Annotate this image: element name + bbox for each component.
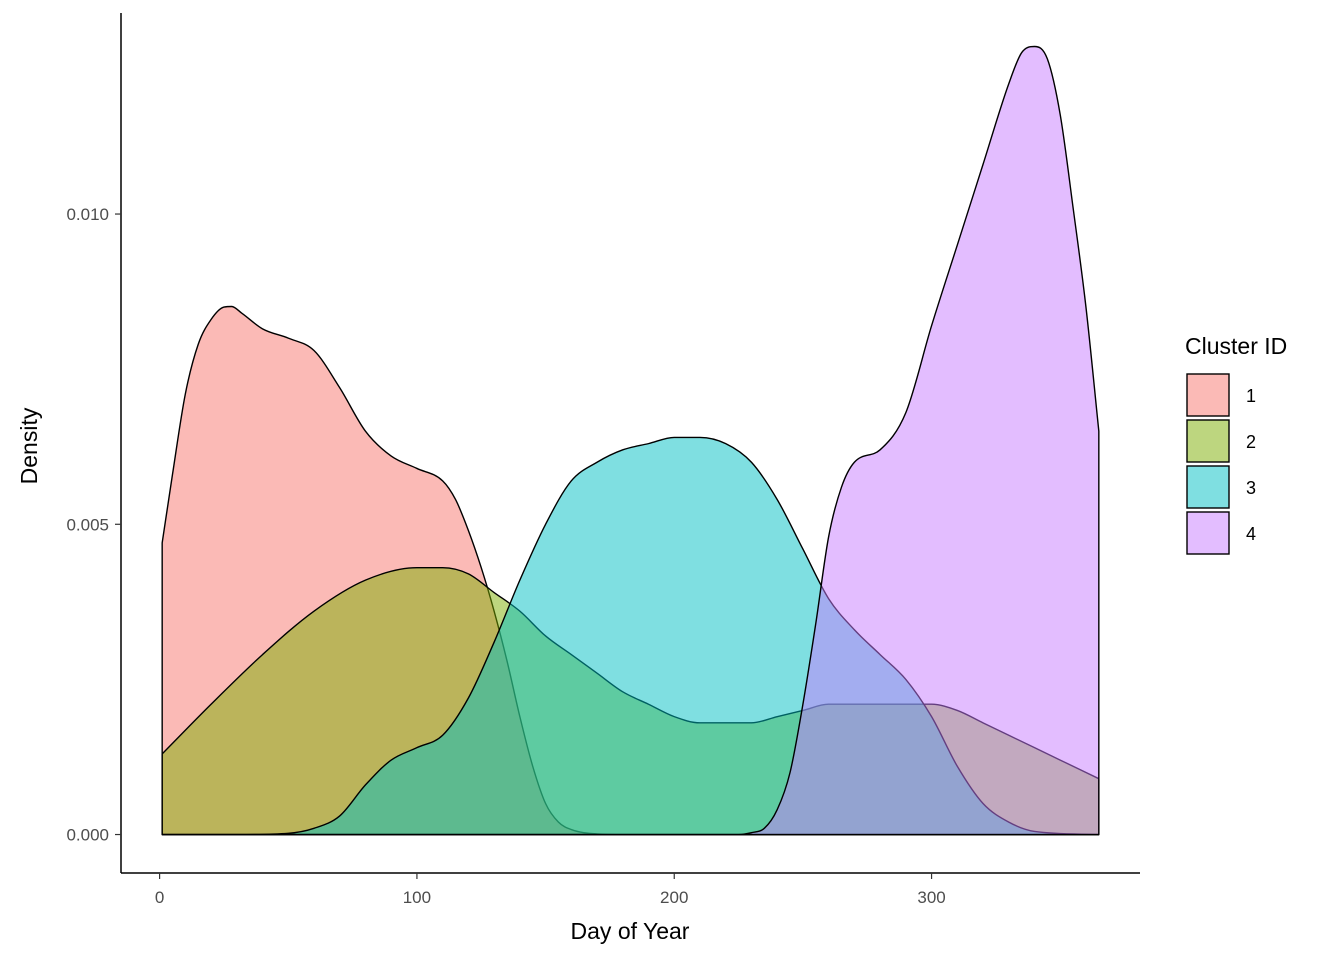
x-tick-label: 200: [660, 888, 688, 907]
legend-label-cluster-4: 4: [1246, 524, 1256, 544]
x-ticks: 0 100 200 300: [155, 873, 946, 907]
legend-title: Cluster ID: [1185, 333, 1287, 359]
x-tick-label: 300: [917, 888, 945, 907]
y-tick-label: 0.000: [66, 826, 109, 845]
legend-key-cluster-3: [1186, 465, 1230, 509]
y-axis-title: Density: [16, 407, 42, 484]
legend-label-cluster-2: 2: [1246, 432, 1256, 452]
x-tick-label: 0: [155, 888, 164, 907]
legend-label-cluster-1: 1: [1246, 386, 1256, 406]
density-area-cluster-4: [161, 45, 1100, 836]
legend: Cluster ID 1 2 3 4: [1185, 333, 1287, 555]
legend-key-cluster-4: [1186, 511, 1230, 555]
x-axis-title: Day of Year: [571, 918, 690, 944]
plot-axes: [120, 13, 1140, 874]
y-tick-label: 0.005: [66, 515, 109, 534]
legend-label-cluster-3: 3: [1246, 478, 1256, 498]
legend-key-cluster-1: [1186, 373, 1230, 417]
x-tick-label: 100: [403, 888, 431, 907]
plot-series-layer: [161, 45, 1100, 836]
y-ticks: 0.000 0.005 0.010: [66, 205, 121, 845]
y-tick-label: 0.010: [66, 205, 109, 224]
legend-key-cluster-2: [1186, 419, 1230, 463]
